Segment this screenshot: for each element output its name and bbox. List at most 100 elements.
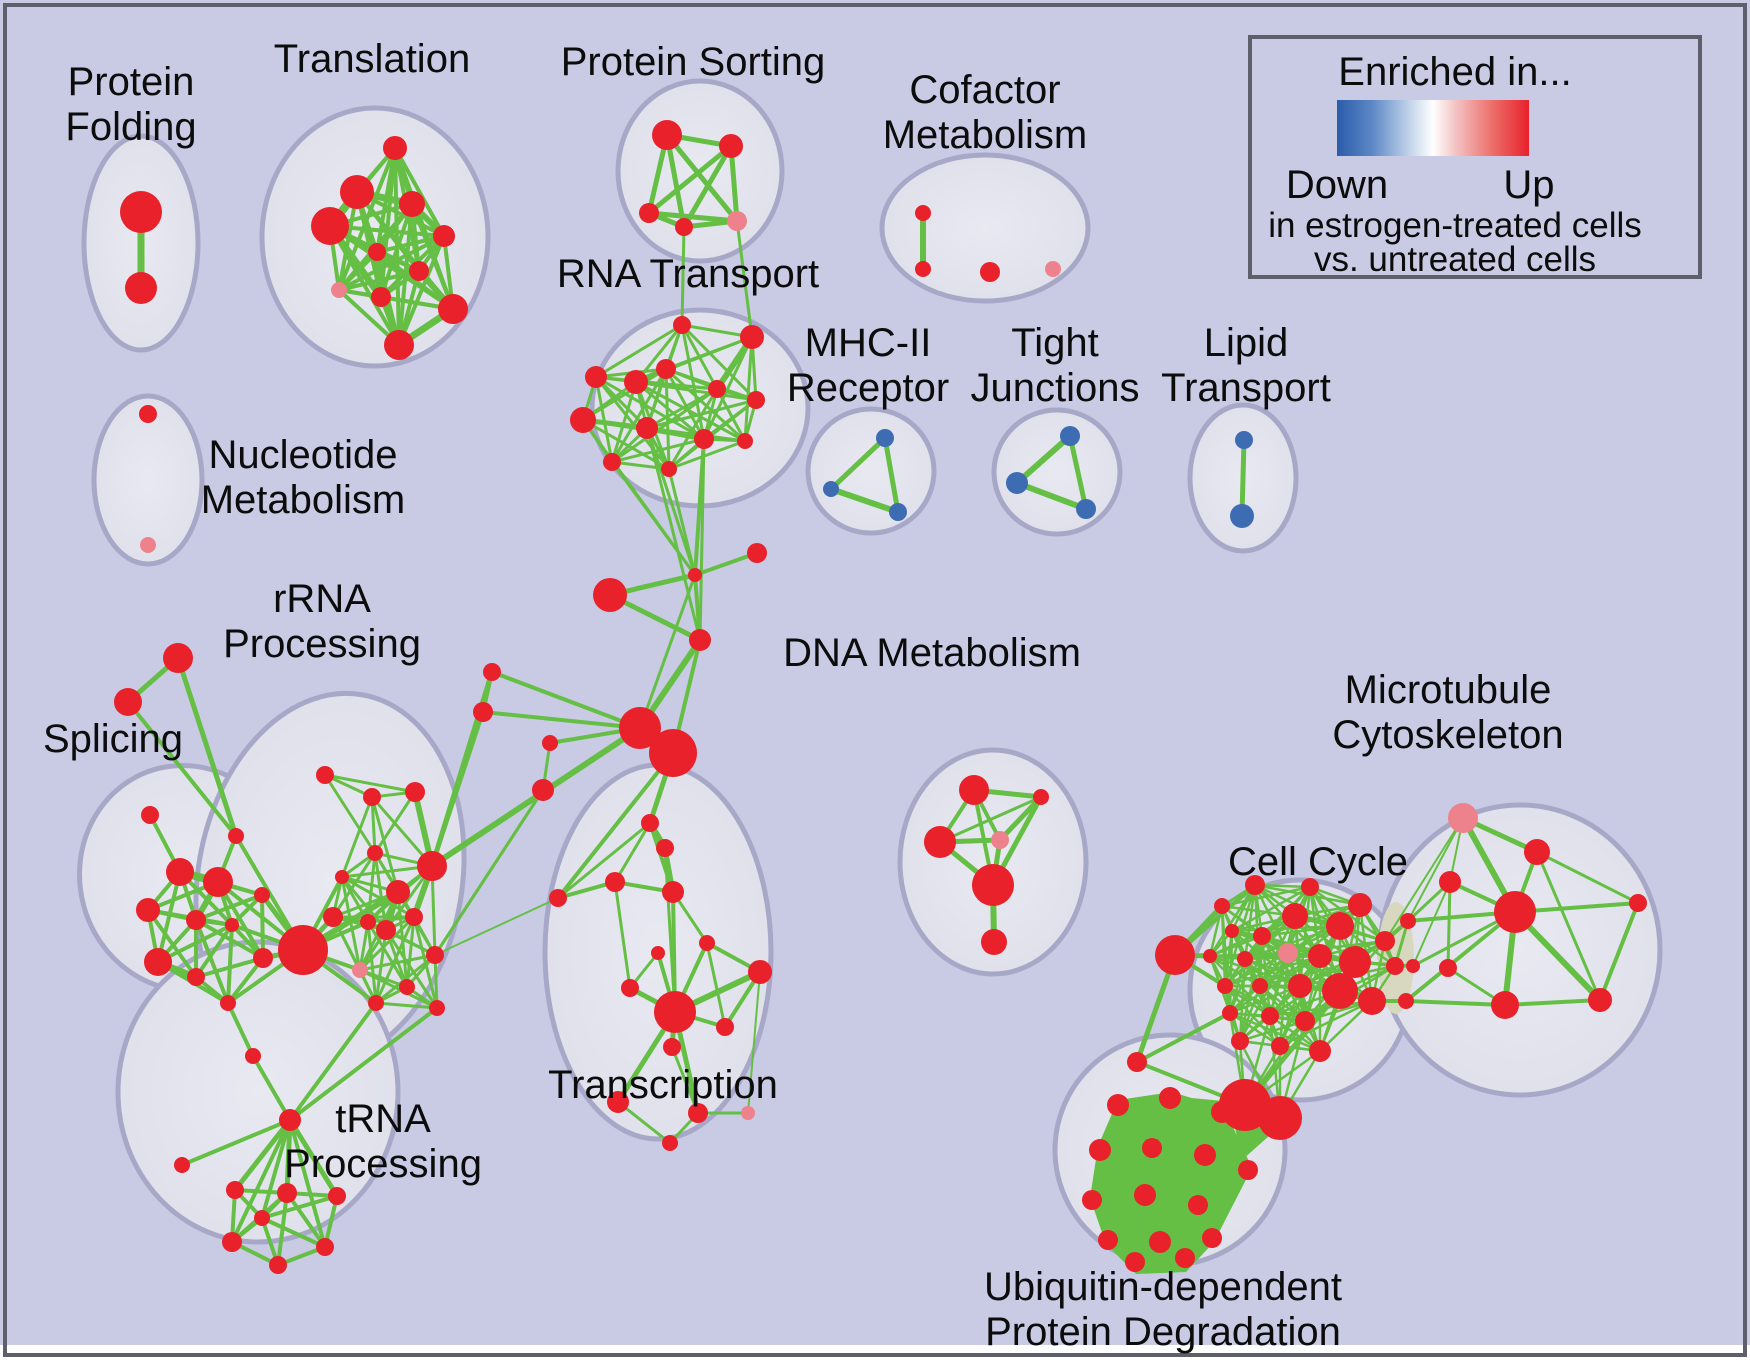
gene-set-node-ra14 [399, 979, 415, 995]
gene-set-node-r1 [673, 316, 691, 334]
edge-u2-u4 [1098, 1096, 1172, 1152]
edge-th-ra16 [288, 1006, 439, 1122]
edge-r12-cn1 [610, 460, 697, 577]
cluster-ellipse-mhc [805, 406, 937, 536]
edge-k20-k22 [1268, 999, 1374, 1018]
gene-set-node-b6 [1076, 499, 1096, 519]
cluster-label-cofactor: Cofactor [909, 68, 1060, 112]
gene-set-node-tr7 [621, 979, 639, 997]
edge-b1-b2 [828, 435, 888, 492]
edge-tr8-tr14 [747, 971, 761, 1114]
gene-set-node-t10 [438, 294, 468, 324]
edge-tr6-tr11 [705, 941, 727, 1029]
edge-m1-g1 [1407, 817, 1464, 922]
gene-set-node-ra11 [405, 908, 423, 926]
edge-m6-m7 [1503, 998, 1602, 1007]
gene-set-node-k18 [1288, 974, 1312, 998]
edge-k13-k16 [1223, 954, 1322, 988]
edge-r2-r5 [664, 335, 754, 371]
gene-set-node-k17 [1252, 978, 1268, 994]
gene-set-node-sl8 [187, 968, 205, 986]
edge-ra9-ra13 [366, 920, 378, 1005]
gene-set-node-k5 [1282, 903, 1308, 929]
gene-set-node-sl9 [254, 887, 270, 903]
cluster-label-nucleotide: Nucleotide [208, 433, 397, 477]
gene-set-node-tr13 [688, 1103, 708, 1123]
edge-k20-k25 [1278, 999, 1374, 1048]
gene-set-node-k7 [1375, 931, 1395, 951]
gene-set-node-x1 [1155, 935, 1195, 975]
gene-set-node-tr12 [607, 1091, 629, 1113]
edge-sl6-sl8 [194, 923, 234, 979]
edge-cn1-cn2 [693, 551, 759, 577]
gene-set-node-h3 [328, 1187, 346, 1205]
cluster-label-splicing: Splicing [43, 717, 183, 761]
figure-frame [3, 3, 1747, 1357]
gene-set-node-n1 [139, 405, 157, 423]
gene-set-node-k3 [1214, 898, 1230, 914]
gene-set-node-u14 [1125, 1252, 1145, 1272]
edge-b2-b3 [828, 486, 901, 515]
gene-set-node-sl11 [220, 995, 236, 1011]
legend-box [1248, 35, 1702, 279]
gene-set-node-k6 [1326, 912, 1354, 940]
cluster-label-microtubule: Microtubule [1345, 668, 1552, 712]
gene-set-node-ti [174, 1157, 190, 1173]
edge-s4-r1 [680, 225, 686, 327]
gene-set-node-d5 [972, 864, 1014, 906]
gene-set-node-t6 [368, 243, 386, 261]
cluster-label-tight: Junctions [971, 366, 1140, 410]
edge-h5-h7 [260, 1216, 327, 1249]
gene-set-node-cn3 [593, 578, 627, 612]
legend-title: Enriched in... [1338, 50, 1571, 94]
edge-th-h1 [232, 1117, 293, 1193]
gene-set-node-n2 [140, 537, 156, 553]
gene-set-node-t4 [311, 207, 349, 245]
gene-set-node-r2 [740, 325, 764, 349]
edge-r10-r12 [610, 437, 706, 464]
edge-k13-k25 [1278, 954, 1322, 1048]
gene-set-node-h7 [254, 1210, 270, 1226]
gene-set-node-u9 [1134, 1184, 1156, 1206]
gene-set-node-u8 [1082, 1190, 1102, 1210]
edge-r5-r12 [610, 367, 668, 464]
edge-hub2-cn7 [556, 751, 675, 900]
edge-x2-k21 [1135, 1011, 1232, 1064]
gene-set-node-ra9 [360, 914, 376, 930]
gene-set-node-sl5 [186, 910, 206, 930]
gene-set-node-ft3 [228, 828, 244, 844]
gene-set-node-k24 [1231, 1032, 1249, 1050]
legend-subtitle-line1: in estrogen-treated cells [1268, 206, 1642, 245]
edge-t1-t5 [393, 146, 446, 238]
gene-set-node-ra10 [376, 920, 396, 940]
edge-r2-r11 [743, 335, 754, 443]
edge-r10-cn4 [698, 437, 706, 642]
cluster-label-rna-transport: RNA Transport [557, 252, 819, 296]
edge-sl2-sl7 [156, 870, 182, 964]
edge-ra11-ra12 [358, 915, 416, 972]
gene-set-node-r5 [656, 359, 676, 379]
gene-set-node-c2 [915, 261, 931, 277]
edge-u5-u8 [1090, 1146, 1154, 1202]
gene-set-node-tr1 [641, 814, 659, 832]
edge-u11-u15 [1106, 1238, 1187, 1260]
gene-set-node-sl7 [144, 948, 172, 976]
gene-set-node-u5 [1142, 1138, 1162, 1158]
cluster-ellipse-nucleotide [91, 393, 205, 567]
gene-set-node-hub2 [649, 729, 697, 777]
edge-b1-b3 [882, 435, 901, 515]
cluster-label-nucleotide: Metabolism [201, 478, 406, 522]
edge-th-ra13 [288, 1001, 378, 1122]
edge-sl4-sl8 [146, 908, 198, 979]
gene-set-node-s1 [652, 120, 682, 150]
edge-r4-r12 [610, 380, 638, 464]
gene-set-node-bm2 [1258, 1096, 1302, 1140]
edge-b4-b5 [1014, 433, 1073, 486]
edge-th-h5 [288, 1118, 327, 1249]
cluster-label-cellcycle: Cell Cycle [1228, 840, 1408, 884]
edge-m7-m8 [1598, 901, 1640, 1002]
gene-set-node-r4 [624, 370, 648, 394]
edge-tc1-th [251, 1054, 292, 1122]
edge-ra10-ra16 [384, 928, 439, 1010]
edge-th-h3 [287, 1117, 340, 1199]
